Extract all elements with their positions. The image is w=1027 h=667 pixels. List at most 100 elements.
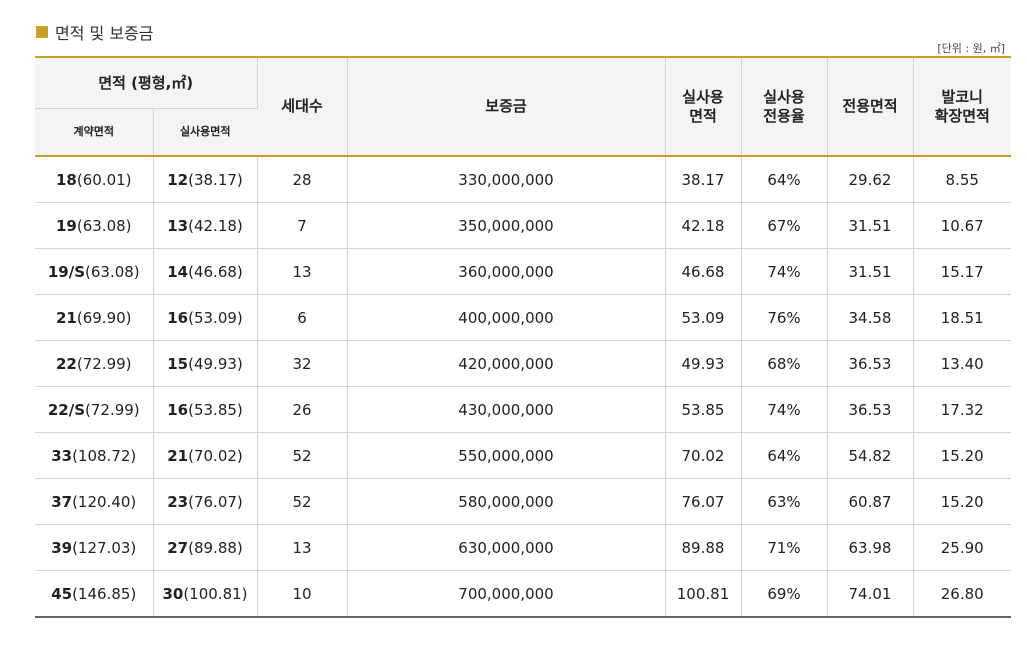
cell-actual-use-area: 27(89.88) <box>153 524 258 571</box>
cell-households: 10 <box>257 570 348 618</box>
cell-actual-use-area: 13(42.18) <box>153 202 258 249</box>
cell-contract-area: 18(60.01) <box>35 156 154 203</box>
contract-pyeong: 39 <box>51 538 73 557</box>
cell-households: 7 <box>257 202 348 249</box>
cell-actual-area: 53.85 <box>665 386 742 433</box>
contract-m2: (127.03) <box>72 538 137 557</box>
actual-area-value: 42.18 <box>681 216 725 235</box>
contract-m2: (63.08) <box>85 262 140 281</box>
households-value: 13 <box>292 262 312 281</box>
households-value: 28 <box>292 170 312 189</box>
exclusive-value: 36.53 <box>848 354 892 373</box>
cell-actual-use-area: 16(53.09) <box>153 294 258 341</box>
cell-households: 32 <box>257 340 348 387</box>
cell-actual-area: 46.68 <box>665 248 742 295</box>
cell-deposit: 430,000,000 <box>347 386 666 433</box>
contract-m2: (72.99) <box>76 354 132 373</box>
ratio-value: 68% <box>767 354 801 373</box>
header-contract-area: 계약면적 <box>35 108 154 157</box>
cell-actual-area: 53.09 <box>665 294 742 341</box>
unit-note: [단위 : 원, ㎡] <box>937 42 1005 55</box>
use-m2: (53.85) <box>188 400 243 419</box>
area-deposit-table: 면적 (평형,㎡) 세대수 보증금 실사용 면적 실사용 전용율 전용면적 발코니 확… <box>35 56 1011 618</box>
balcony-value: 15.20 <box>940 446 984 465</box>
cell-actual-area: 38.17 <box>665 156 742 203</box>
balcony-value: 15.17 <box>940 262 984 281</box>
cell-actual-use-area: 12(38.17) <box>153 156 258 203</box>
cell-ratio: 71% <box>741 524 828 571</box>
ratio-value: 74% <box>767 400 801 419</box>
balcony-value: 13.40 <box>940 354 984 373</box>
contract-pyeong: 37 <box>51 492 73 511</box>
exclusive-value: 29.62 <box>848 170 892 189</box>
cell-ratio: 64% <box>741 432 828 479</box>
balcony-value: 15.20 <box>940 492 984 511</box>
households-value: 32 <box>292 354 312 373</box>
cell-households: 13 <box>257 524 348 571</box>
cell-households: 28 <box>257 156 348 203</box>
exclusive-value: 34.58 <box>848 308 892 327</box>
actual-area-value: 100.81 <box>676 584 730 603</box>
cell-balcony: 15.17 <box>913 248 1011 295</box>
cell-balcony: 13.40 <box>913 340 1011 387</box>
use-pyeong: 21 <box>167 446 189 465</box>
deposit-value: 350,000,000 <box>458 216 554 235</box>
cell-exclusive-area: 36.53 <box>827 386 914 433</box>
cell-households: 13 <box>257 248 348 295</box>
ratio-value: 63% <box>767 492 801 511</box>
actual-area-value: 46.68 <box>681 262 725 281</box>
use-m2: (46.68) <box>188 262 243 281</box>
header-actual-area-line2: 면적 <box>689 106 717 125</box>
cell-contract-area: 21(69.90) <box>35 294 154 341</box>
ratio-value: 69% <box>767 584 801 603</box>
table-row: 18(60.01) 12(38.17) 28 330,000,000 38.17 64% 2… <box>35 156 1011 203</box>
ratio-value: 76% <box>767 308 801 327</box>
cell-ratio: 63% <box>741 478 828 525</box>
contract-pyeong: 18 <box>55 170 77 189</box>
cell-balcony: 17.32 <box>913 386 1011 433</box>
table-row: 19/S(63.08) 14(46.68) 13 360,000,000 46.68 74… <box>35 248 1011 295</box>
cell-ratio: 76% <box>741 294 828 341</box>
table-body: 18(60.01) 12(38.17) 28 330,000,000 38.17 64% 2… <box>35 156 1011 618</box>
cell-deposit: 350,000,000 <box>347 202 666 249</box>
contract-pyeong: 19 <box>55 216 77 235</box>
cell-actual-area: 42.18 <box>665 202 742 249</box>
cell-contract-area: 45(146.85) <box>35 570 154 618</box>
use-pyeong: 13 <box>167 216 189 235</box>
cell-ratio: 64% <box>741 156 828 203</box>
cell-deposit: 330,000,000 <box>347 156 666 203</box>
cell-balcony: 15.20 <box>913 432 1011 479</box>
table-row: 37(120.40) 23(76.07) 52 580,000,000 76.07 63%… <box>35 478 1011 525</box>
table-row: 22(72.99) 15(49.93) 32 420,000,000 49.93 68% 3… <box>35 340 1011 387</box>
header-actual-area-line1: 실사용 <box>682 87 724 106</box>
cell-deposit: 580,000,000 <box>347 478 666 525</box>
actual-area-value: 53.09 <box>681 308 725 327</box>
cell-deposit: 630,000,000 <box>347 524 666 571</box>
cell-actual-area: 76.07 <box>665 478 742 525</box>
contract-pyeong: 45 <box>51 584 73 603</box>
cell-actual-area: 89.88 <box>665 524 742 571</box>
cell-balcony: 18.51 <box>913 294 1011 341</box>
exclusive-value: 60.87 <box>848 492 892 511</box>
balcony-value: 10.67 <box>940 216 984 235</box>
exclusive-value: 54.82 <box>848 446 892 465</box>
use-m2: (38.17) <box>188 170 243 189</box>
deposit-value: 630,000,000 <box>458 538 554 557</box>
cell-ratio: 67% <box>741 202 828 249</box>
header-ratio-line1: 실사용 <box>763 87 805 106</box>
exclusive-value: 36.53 <box>848 400 892 419</box>
balcony-value: 25.90 <box>940 538 984 557</box>
cell-deposit: 400,000,000 <box>347 294 666 341</box>
table-row: 19(63.08) 13(42.18) 7 350,000,000 42.18 67% 31… <box>35 202 1011 249</box>
actual-area-value: 53.85 <box>681 400 725 419</box>
ratio-value: 64% <box>767 170 801 189</box>
cell-exclusive-area: 36.53 <box>827 340 914 387</box>
ratio-value: 64% <box>767 446 801 465</box>
cell-households: 26 <box>257 386 348 433</box>
households-value: 26 <box>292 400 312 419</box>
contract-m2: (63.08) <box>76 216 132 235</box>
cell-households: 6 <box>257 294 348 341</box>
contract-pyeong: 21 <box>55 308 77 327</box>
use-m2: (89.88) <box>188 538 243 557</box>
